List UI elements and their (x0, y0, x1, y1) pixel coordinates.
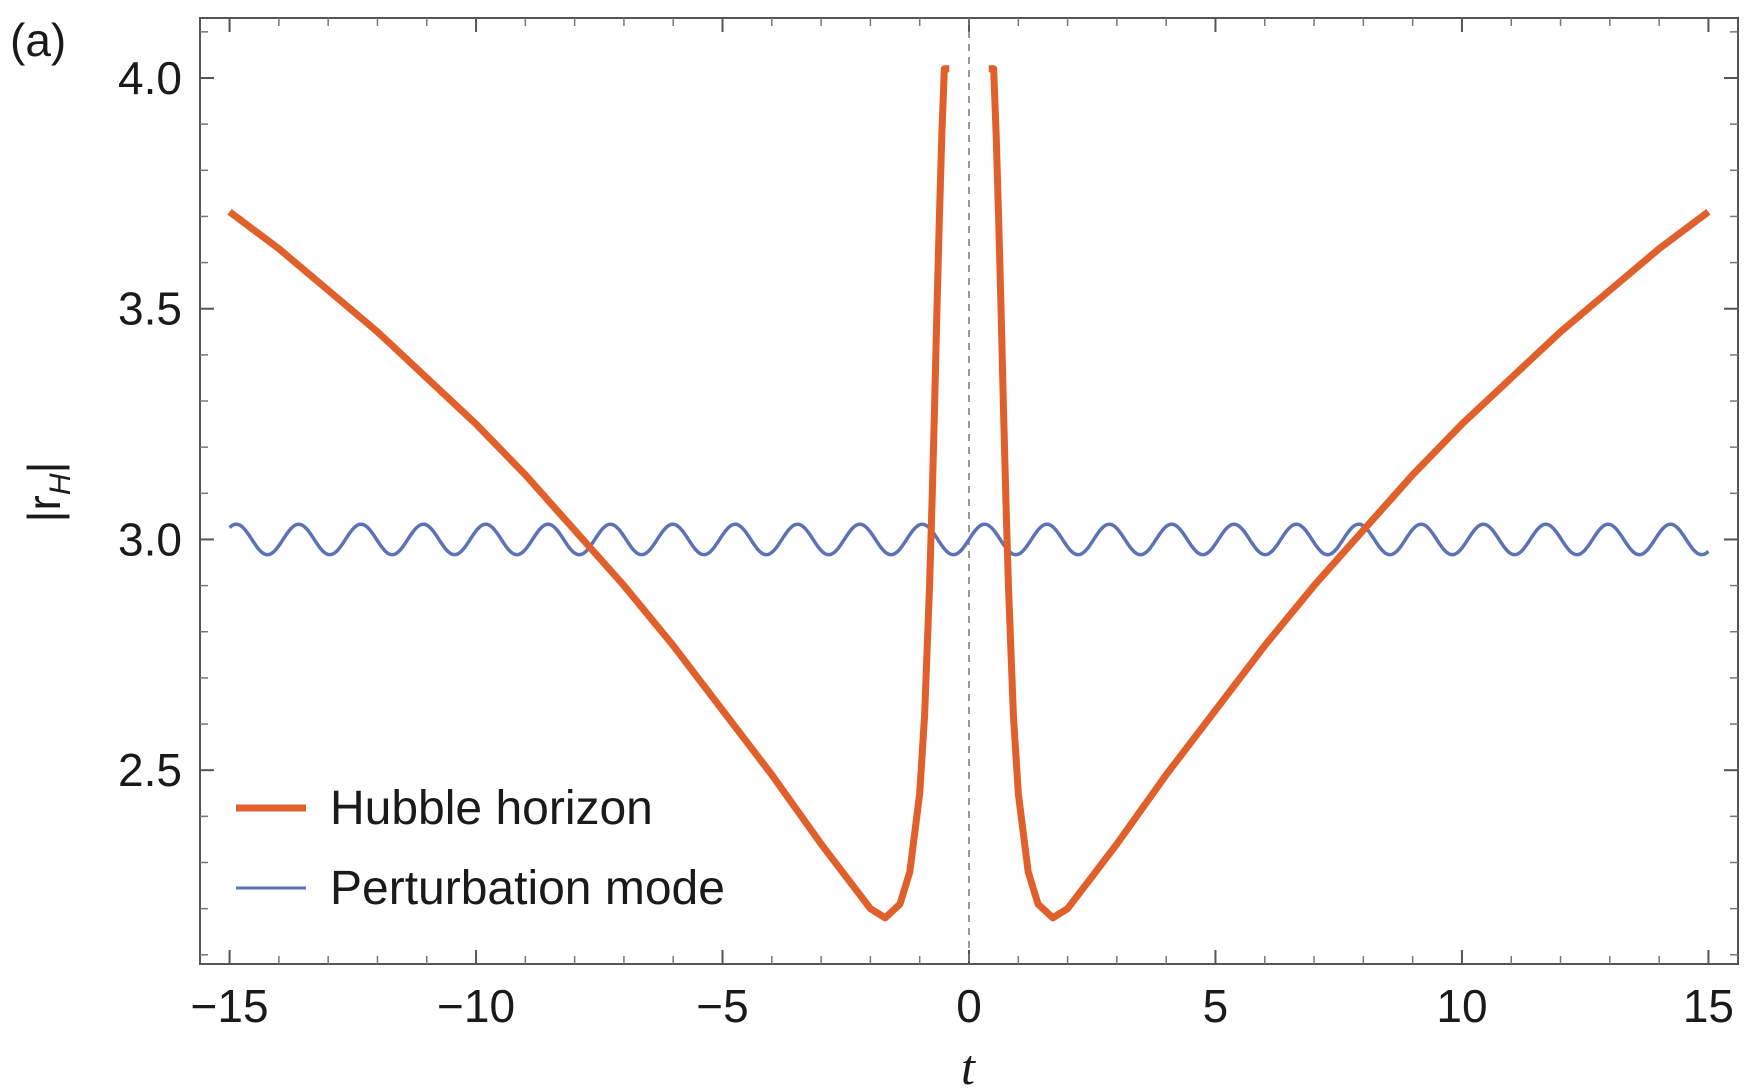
ticks-group: −15 −10 −5 0 5 10 15 2.5 3.0 3.5 4.0 (118, 18, 1738, 1032)
legend-label-hubble-horizon: Hubble horizon (330, 782, 653, 835)
y-tick-label: 3.0 (118, 513, 182, 565)
y-axis-label-close: | (18, 462, 70, 474)
series-hubble-horizon (227, 65, 951, 922)
legend: Hubble horizon Perturbation mode (236, 782, 725, 915)
y-axis-label: |rH| (18, 462, 77, 523)
x-tick-label: −10 (437, 980, 515, 1032)
x-tick-label: 0 (956, 980, 982, 1032)
x-tick-label: −15 (191, 980, 269, 1032)
x-axis-label: t (961, 1039, 976, 1090)
series-layer (227, 65, 1711, 922)
y-axis-label-sub: H (44, 473, 77, 495)
series-hubble-horizon (987, 65, 1711, 922)
x-tick-label: 15 (1683, 980, 1734, 1032)
y-tick-label: 2.5 (118, 744, 182, 796)
y-tick-label: 3.5 (118, 283, 182, 335)
svg-text:|rH|: |rH| (18, 462, 77, 523)
x-tick-label: −5 (696, 980, 748, 1032)
y-tick-label: 4.0 (118, 52, 182, 104)
y-axis-label-main: |r (18, 495, 70, 522)
series-perturbation-mode (228, 522, 1710, 557)
panel-label: (a) (10, 14, 66, 66)
x-tick-label: 10 (1436, 980, 1487, 1032)
x-tick-label: 5 (1203, 980, 1229, 1032)
legend-label-perturbation-mode: Perturbation mode (330, 862, 725, 915)
